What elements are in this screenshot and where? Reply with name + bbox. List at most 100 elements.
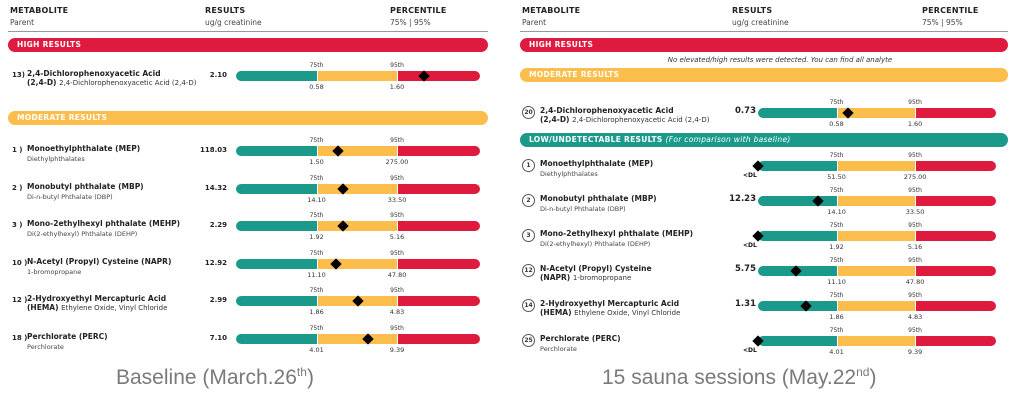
percentile-bar xyxy=(758,336,996,346)
row-number-badge: 25 xyxy=(522,334,535,347)
75th-tick xyxy=(836,336,838,346)
metabolite-row: 14 2-Hydroxyethyl Mercapturic Acid (HEMA) … xyxy=(512,290,1016,321)
percentile-bar xyxy=(758,196,996,206)
metabolite-name-text: 2,4-Dichlorophenoxyacetic Acid xyxy=(27,69,161,78)
percentile-bar xyxy=(758,161,996,171)
result-value: 2.10 xyxy=(209,71,227,79)
95th-label: 95th xyxy=(390,249,404,257)
metabolite-name-text: N-Acetyl (Propyl) Cysteine xyxy=(540,264,652,273)
95th-value: 275.00 xyxy=(903,173,927,181)
below-75th-segment xyxy=(236,71,317,81)
high-results-banner: HIGH RESULTS xyxy=(8,38,488,52)
75th-label: 75th xyxy=(829,257,844,264)
result-value: 118.03 xyxy=(199,146,227,154)
above-95th-segment xyxy=(397,333,480,344)
95th-value: 33.50 xyxy=(905,208,925,216)
75th-label: 75th xyxy=(309,324,324,332)
result-value: 1.31 xyxy=(735,299,756,309)
metabolite-abbrev: (HEMA) xyxy=(27,303,59,312)
parent-compound: Ethylene Oxide, Vinyl Chloride xyxy=(61,304,168,312)
percentile-bar xyxy=(236,221,480,231)
above-95th-segment xyxy=(397,146,480,156)
result-value: 12.23 xyxy=(729,194,756,204)
metabolite-name-text: Monobutyl phthalate (MBP) xyxy=(27,181,144,191)
below-detection-label: <DL xyxy=(743,242,757,249)
metabolite-name-text: 2-Hydroxyethyl Mercapturic Acid xyxy=(27,294,167,303)
75th-95th-segment xyxy=(316,221,398,231)
75th-value: 1.92 xyxy=(829,243,844,251)
metabolite-name: N-Acetyl (Propyl) Cysteine (NAPR) xyxy=(27,257,171,266)
75th-label: 75th xyxy=(309,62,324,69)
above-95th-segment xyxy=(915,266,996,276)
high-results-banner: HIGH RESULTS xyxy=(520,38,1008,52)
95th-label: 95th xyxy=(390,287,404,294)
75th-label: 75th xyxy=(309,287,324,294)
result-value: 14.32 xyxy=(204,183,227,192)
metabolite-row: 1 Monoethylphthalate (MEP) Diethylphthalat… xyxy=(512,150,1016,181)
metabolite-name-text: Monoethylphthalate (MEP) xyxy=(27,144,141,153)
parent-compound: Perchlorate xyxy=(27,342,64,351)
header-divider xyxy=(8,31,488,32)
95th-value: 275.00 xyxy=(385,158,409,166)
metabolite-name-text: 2,4-Dichlorophenoxyacetic Acid xyxy=(540,106,674,115)
result-value: 2.99 xyxy=(209,296,227,304)
75th-tick xyxy=(316,71,318,81)
75th-tick xyxy=(836,161,838,171)
75th-value: 0.58 xyxy=(829,120,844,128)
above-95th-segment xyxy=(915,231,996,241)
metabolite-name-text: 2-Hydroxyethyl Mercapturic Acid xyxy=(540,299,680,308)
metabolite-row: 12 N-Acetyl (Propyl) Cysteine (NAPR) 1-bro… xyxy=(512,255,1016,286)
95th-value: 4.83 xyxy=(907,313,923,321)
75th-value: 1.50 xyxy=(309,158,324,166)
percentile-bar xyxy=(236,258,480,269)
below-detection-label: <DL xyxy=(743,347,757,354)
metabolite-name-text: Monobutyl phthalate (MBP) xyxy=(540,194,657,203)
95th-label: 95th xyxy=(390,62,404,69)
above-95th-segment xyxy=(915,336,996,346)
75th-95th-segment xyxy=(316,333,398,344)
metabolite-name: Monoethylphthalate (MEP) xyxy=(540,159,653,168)
row-number-badge: 2 xyxy=(522,194,535,207)
metabolite-name: 2,4-Dichlorophenoxyacetic Acid (2,4-D) 2,… xyxy=(540,106,709,125)
95th-tick xyxy=(915,301,917,311)
75th-label: 75th xyxy=(829,327,844,334)
percentile-column-header: PERCENTILE 75% | 95% xyxy=(922,6,979,27)
75th-label: 75th xyxy=(309,174,324,182)
metabolite-abbrev: (HEMA) xyxy=(540,308,572,317)
95th-tick xyxy=(397,183,399,194)
below-75th-segment xyxy=(236,183,317,194)
95th-label: 95th xyxy=(390,137,404,144)
metabolite-name-text: N-Acetyl (Propyl) Cysteine (NAPR) xyxy=(27,256,172,266)
above-95th-segment xyxy=(397,221,480,231)
75th-label: 75th xyxy=(829,152,844,159)
95th-tick xyxy=(397,258,399,269)
95th-label: 95th xyxy=(908,152,922,159)
metabolite-row: 2 ) Monobutyl phthalate (MBP) Di-n-butyl P… xyxy=(0,173,496,204)
metabolite-name-text: Perchlorate (PERC) xyxy=(27,331,108,341)
75th-label: 75th xyxy=(829,99,844,106)
percentile-bar xyxy=(758,231,996,241)
75th-95th-segment xyxy=(316,183,398,194)
75th-tick xyxy=(836,196,838,206)
75th-value: 0.58 xyxy=(309,83,324,91)
low-results-banner: LOW/UNDETECTABLE RESULTS (For comparison… xyxy=(520,133,1008,147)
above-95th-segment xyxy=(915,301,996,311)
row-number: 2 ) xyxy=(12,183,23,192)
metabolite-name: 2-Hydroxyethyl Mercapturic Acid (HEMA) Et… xyxy=(540,299,680,318)
above-95th-segment xyxy=(397,296,480,306)
above-95th-segment xyxy=(397,183,480,194)
row-number: 3 ) xyxy=(12,221,23,229)
95th-tick xyxy=(397,146,399,156)
metabolite-name: Monobutyl phthalate (MBP) xyxy=(540,194,657,203)
metabolite-name: Perchlorate (PERC) xyxy=(540,334,621,343)
below-75th-segment xyxy=(758,301,837,311)
metabolite-name-text: Mono-2ethylhexyl phthalate (MEHP) xyxy=(27,219,181,228)
metabolite-row: 13) 2,4-Dichlorophenoxyacetic Acid (2,4-D)… xyxy=(0,60,496,91)
95th-value: 4.83 xyxy=(389,308,405,316)
metabolite-abbrev: (2,4-D) xyxy=(27,78,57,87)
95th-value: 47.80 xyxy=(905,278,925,286)
75th-value: 4.01 xyxy=(309,345,324,354)
low-results-subtitle: (For comparison with baseline) xyxy=(665,135,791,144)
metabolite-row: 2 Monobutyl phthalate (MBP) Di-n-butyl Pht… xyxy=(512,185,1016,216)
below-75th-segment xyxy=(758,336,837,346)
